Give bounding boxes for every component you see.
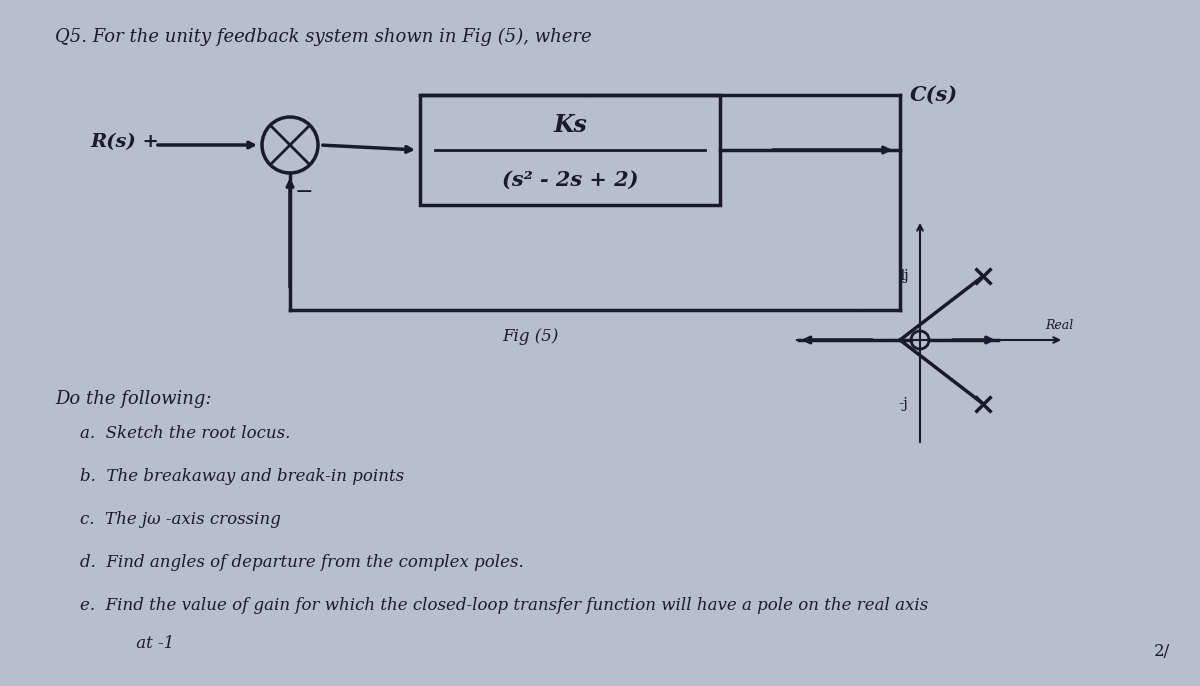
Text: e.  Find the value of gain for which the closed-loop transfer function will have: e. Find the value of gain for which the …	[80, 597, 929, 614]
Text: d.  Find angles of departure from the complex poles.: d. Find angles of departure from the com…	[80, 554, 523, 571]
Text: b.  The breakaway and break-in points: b. The breakaway and break-in points	[80, 468, 404, 485]
Text: Fig (5): Fig (5)	[502, 328, 558, 345]
Text: j: j	[904, 269, 908, 283]
Text: at -1: at -1	[110, 635, 174, 652]
Text: c.  The jω -axis crossing: c. The jω -axis crossing	[80, 511, 281, 528]
Text: a.  Sketch the root locus.: a. Sketch the root locus.	[80, 425, 290, 442]
Text: 1: 1	[896, 269, 906, 283]
Text: Real: Real	[1045, 319, 1074, 332]
Text: −: −	[295, 181, 313, 203]
Text: -j: -j	[898, 397, 908, 411]
Text: Do the following:: Do the following:	[55, 390, 211, 408]
Text: Ks: Ks	[553, 113, 587, 137]
Text: 2/: 2/	[1153, 643, 1170, 660]
Text: R(s) +: R(s) +	[90, 133, 158, 151]
Text: Q5. For the unity feedback system shown in Fig (5), where: Q5. For the unity feedback system shown …	[55, 28, 592, 46]
Text: C(s): C(s)	[910, 85, 958, 105]
Text: (s² - 2s + 2): (s² - 2s + 2)	[502, 170, 638, 190]
